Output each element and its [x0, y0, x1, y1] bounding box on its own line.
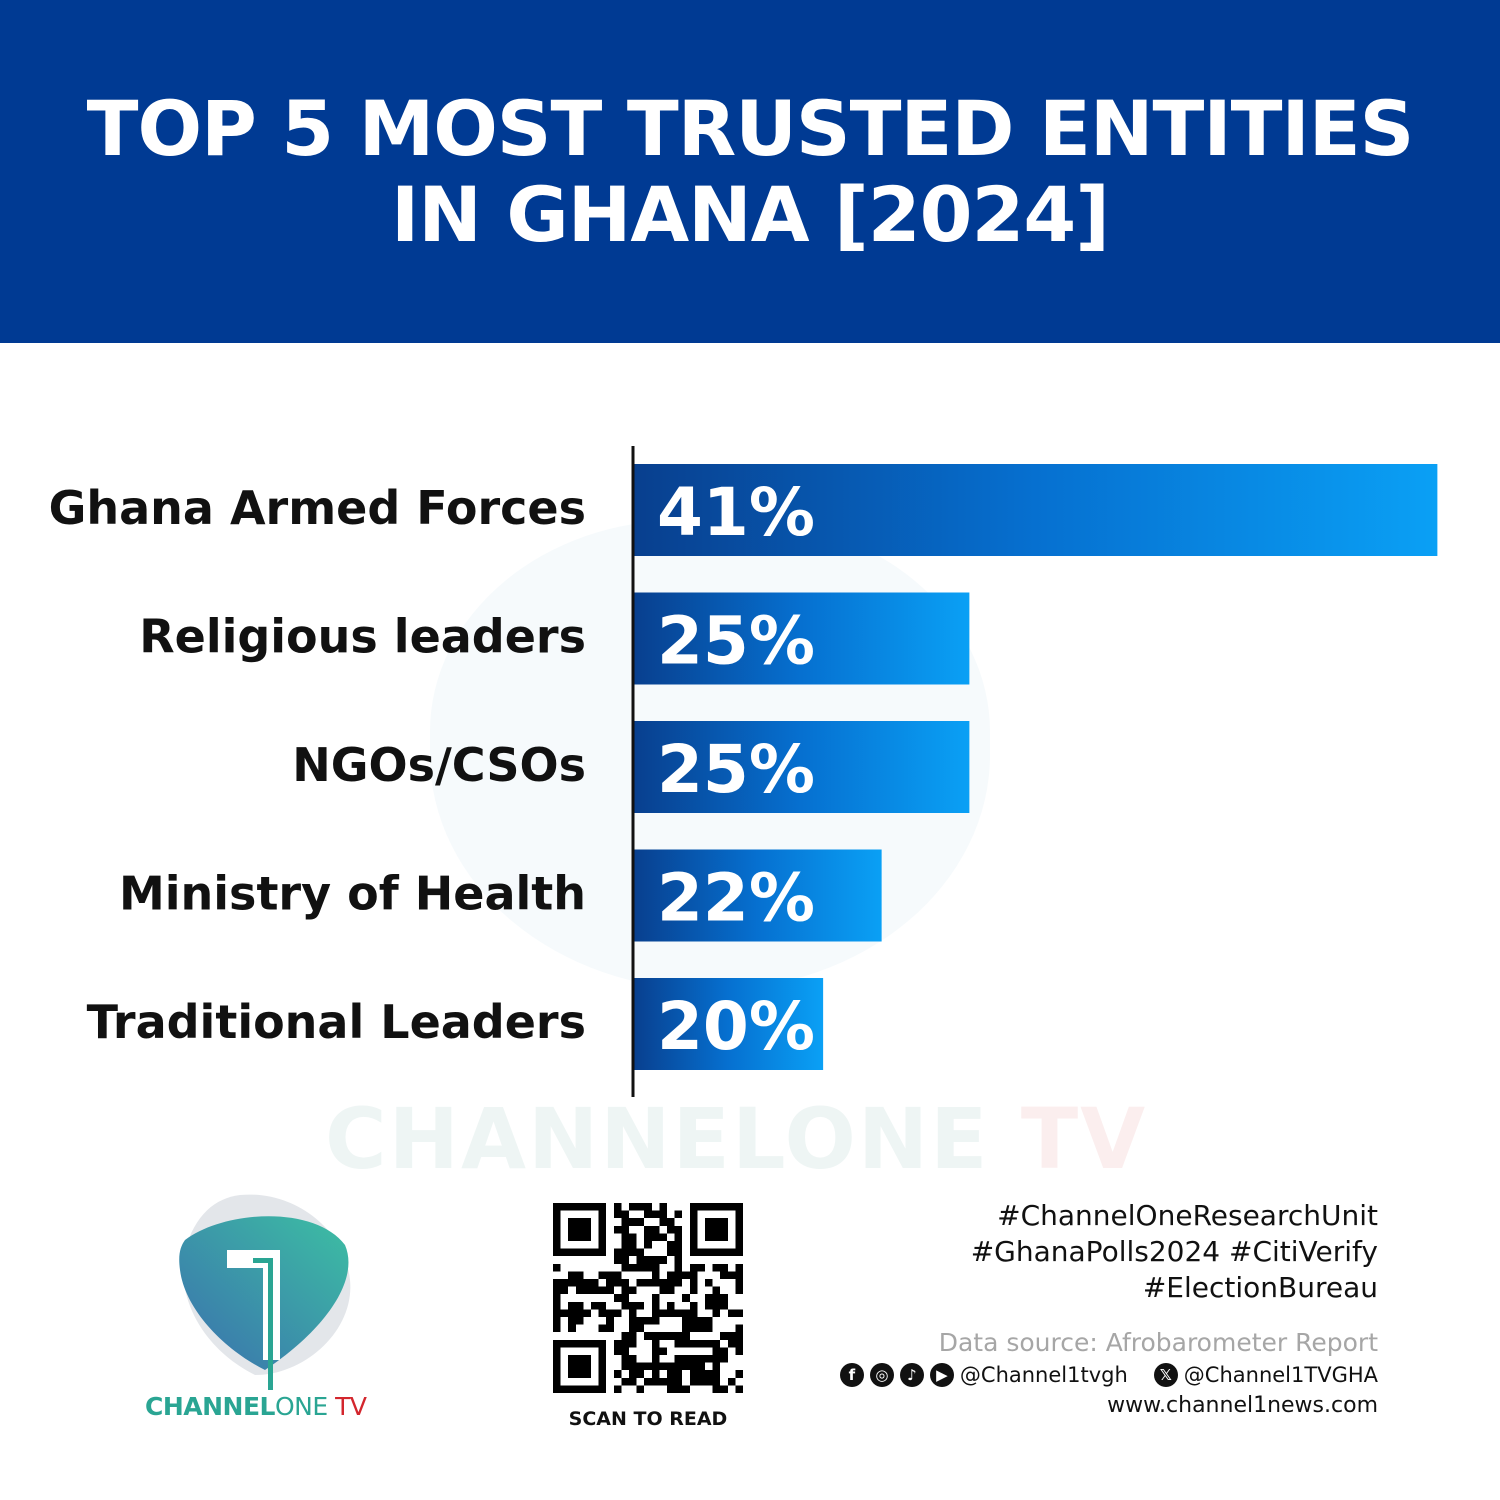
- hashtag-line: #GhanaPolls2024 #CitiVerify: [970, 1235, 1378, 1268]
- data-source: Data source: Afrobarometer Report: [938, 1328, 1378, 1357]
- header-banner: TOP 5 MOST TRUSTED ENTITIES IN GHANA [202…: [0, 0, 1500, 343]
- website-link[interactable]: www.channel1news.com: [1107, 1393, 1378, 1418]
- data-label: 25%: [657, 603, 815, 680]
- footer-info: #ChannelOneResearchUnit #GhanaPolls2024 …: [839, 1198, 1378, 1418]
- logo-wordmark: CHANNELONE TV: [145, 1392, 367, 1421]
- qr-caption: SCAN TO READ: [568, 1408, 728, 1430]
- hashtag-line: #ChannelOneResearchUnit: [997, 1199, 1378, 1232]
- x-icon[interactable]: 𝕏: [1153, 1363, 1178, 1387]
- category-label: NGOs/CSOs: [292, 738, 586, 792]
- data-label: 41%: [657, 474, 815, 551]
- data-label: 25%: [657, 731, 815, 808]
- bar: [633, 592, 970, 685]
- data-label: 20%: [657, 988, 815, 1065]
- watermark-text: CHANNELONE TV: [325, 1090, 1148, 1188]
- tiktok-icon[interactable]: ♪: [899, 1363, 924, 1387]
- category-label: Ghana Armed Forces: [49, 481, 586, 535]
- qr-code[interactable]: [553, 1203, 743, 1393]
- bar: [633, 849, 882, 942]
- bar: [633, 978, 824, 1070]
- facebook-icon[interactable]: f: [839, 1363, 864, 1387]
- hashtag-line: #ElectionBureau: [1142, 1271, 1378, 1304]
- bar: [633, 464, 1438, 556]
- category-label: Ministry of Health: [119, 867, 586, 921]
- social-handle[interactable]: @Channel1tvgh: [959, 1363, 1128, 1387]
- channel-one-logo: [179, 1194, 351, 1390]
- category-label: Traditional Leaders: [87, 995, 586, 1049]
- bar: [633, 721, 970, 813]
- chart-title: TOP 5 MOST TRUSTED ENTITIES IN GHANA [202…: [86, 83, 1415, 259]
- x-handle[interactable]: @Channel1TVGHA: [1183, 1363, 1378, 1387]
- data-label: 22%: [657, 860, 815, 937]
- instagram-icon[interactable]: ◎: [869, 1363, 894, 1387]
- category-label: Religious leaders: [139, 610, 586, 664]
- youtube-icon[interactable]: ▶: [929, 1363, 954, 1387]
